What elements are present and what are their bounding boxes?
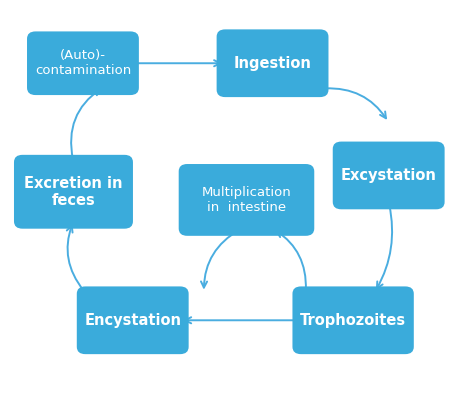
Text: Excystation: Excystation xyxy=(341,168,437,183)
FancyBboxPatch shape xyxy=(217,29,328,97)
Text: Trophozoites: Trophozoites xyxy=(300,313,406,328)
FancyBboxPatch shape xyxy=(27,31,139,95)
Text: Ingestion: Ingestion xyxy=(234,56,311,71)
FancyBboxPatch shape xyxy=(179,164,314,236)
FancyBboxPatch shape xyxy=(14,155,133,228)
FancyBboxPatch shape xyxy=(333,142,445,209)
Text: Multiplication
in  intestine: Multiplication in intestine xyxy=(201,186,292,214)
FancyBboxPatch shape xyxy=(292,286,414,354)
Text: (Auto)-
contamination: (Auto)- contamination xyxy=(35,49,131,77)
FancyBboxPatch shape xyxy=(77,286,189,354)
Text: Excretion in
feces: Excretion in feces xyxy=(24,175,123,208)
Text: Encystation: Encystation xyxy=(84,313,181,328)
